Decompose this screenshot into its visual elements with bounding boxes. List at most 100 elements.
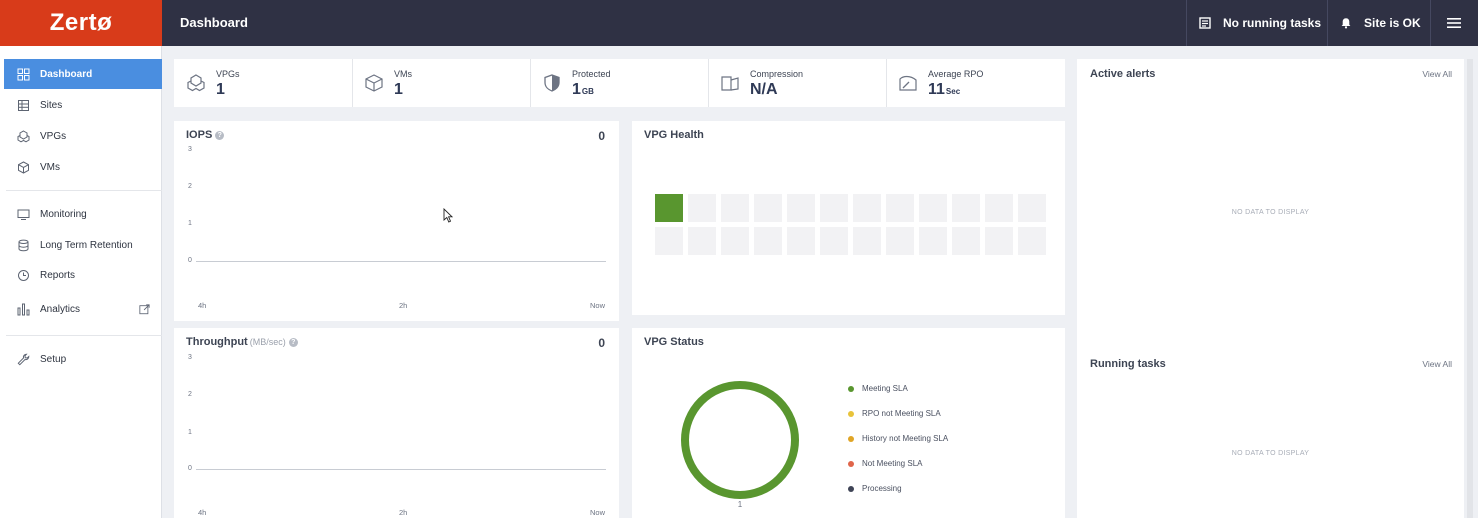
legend-item[interactable]: RPO not Meeting SLA: [848, 409, 941, 418]
compression-icon: [721, 76, 739, 91]
x-tick: Now: [590, 508, 606, 517]
vpg-health-cell-empty: [820, 227, 848, 255]
throughput-value: 0: [598, 336, 605, 350]
stat-protected[interactable]: Protected 1GB: [530, 59, 708, 107]
vpg-status-donut[interactable]: 1: [672, 372, 806, 512]
sidebar-item-reports[interactable]: Reports: [0, 260, 162, 290]
throughput-card: Throughput (MB/sec)? 0 3 2 1 0 4h 2h Now: [174, 328, 619, 518]
clock-icon: [18, 269, 29, 281]
vpg-health-cell-empty: [919, 227, 947, 255]
donut-count-label: 1: [738, 500, 743, 509]
help-icon[interactable]: ?: [288, 338, 298, 347]
vpgs-icon: [17, 129, 30, 142]
vpg-health-cell-empty: [754, 194, 782, 222]
vpg-health-cell-empty: [721, 194, 749, 222]
dashboard-icon: [17, 68, 30, 80]
donut-slice-meeting-sla[interactable]: [681, 381, 799, 499]
database-icon: [18, 239, 29, 251]
main-menu-button[interactable]: [1430, 0, 1478, 46]
legend-dot: [848, 410, 854, 417]
vpg-health-cell-empty: [853, 227, 881, 255]
y-tick: 3: [188, 354, 192, 361]
stat-value: 1: [394, 81, 403, 98]
vpg-health-cell-empty: [886, 194, 914, 222]
chart-baseline: [196, 469, 606, 470]
card-title: IOPS?: [186, 129, 225, 141]
x-tick: 2h: [399, 508, 408, 517]
stat-compression[interactable]: Compression N/A: [708, 59, 886, 107]
sidebar-item-label: Dashboard: [40, 68, 93, 80]
y-tick: 2: [188, 391, 192, 398]
chart-baseline: [196, 261, 606, 262]
sidebar-item-sites[interactable]: Sites: [0, 90, 162, 120]
iops-card: IOPS? 0 3 2 1 0 4h 2h Now: [174, 121, 619, 321]
sidebar-item-label: Setup: [40, 353, 67, 365]
tasks-icon: [1199, 17, 1211, 29]
card-title: Throughput (MB/sec)?: [186, 336, 298, 348]
vm-cube-icon: [365, 74, 383, 92]
external-link-icon[interactable]: [139, 303, 150, 315]
vpg-health-cell-empty: [985, 194, 1013, 222]
sidebar-item-analytics[interactable]: Analytics: [0, 294, 162, 324]
no-data-message: NO DATA TO DISPLAY: [1231, 450, 1310, 457]
legend-label: Not Meeting SLA: [862, 459, 923, 468]
vpg-health-cell-empty: [688, 227, 716, 255]
sidebar-item-label: Monitoring: [40, 208, 87, 220]
sidebar-item-monitoring[interactable]: Monitoring: [0, 199, 162, 229]
vpg-health-cell-empty: [820, 194, 848, 222]
hamburger-menu-icon: [1447, 18, 1461, 28]
active-alerts-card: Active alerts View All NO DATA TO DISPLA…: [1077, 59, 1464, 349]
stat-vms[interactable]: VMs 1: [352, 59, 530, 107]
zerto-logo[interactable]: Zertø: [0, 0, 162, 46]
legend-dot: [848, 385, 854, 392]
view-all-alerts-link[interactable]: View All: [1422, 69, 1452, 79]
sidebar-item-vms[interactable]: VMs: [0, 152, 162, 182]
vpg-health-cell-empty: [688, 194, 716, 222]
sidebar-item-label: Long Term Retention: [40, 239, 133, 251]
legend-item[interactable]: Meeting SLA: [848, 384, 908, 393]
sidebar-item-long-term-retention[interactable]: Long Term Retention: [0, 230, 162, 260]
sidebar-divider: [6, 190, 162, 191]
sidebar-item-dashboard[interactable]: Dashboard: [4, 59, 162, 89]
stat-value: 1: [216, 81, 225, 98]
y-tick: 0: [188, 257, 192, 264]
legend-dot: [848, 485, 854, 492]
sidebar-item-vpgs[interactable]: VPGs: [0, 121, 162, 151]
stat-value: 1GB: [572, 81, 594, 98]
legend-item[interactable]: Processing: [848, 484, 902, 493]
stat-divider: [530, 59, 531, 107]
vpg-health-cell-empty: [787, 227, 815, 255]
vpg-health-cell-empty: [886, 227, 914, 255]
sidebar-item-label: Reports: [40, 269, 76, 281]
card-title: Running tasks: [1090, 358, 1166, 370]
x-tick: Now: [590, 301, 606, 310]
legend-item[interactable]: Not Meeting SLA: [848, 459, 922, 468]
y-tick: 0: [188, 465, 192, 472]
legend-dot: [848, 460, 854, 467]
view-all-tasks-link[interactable]: View All: [1422, 359, 1452, 369]
stat-vpgs[interactable]: VPGs 1: [174, 59, 352, 107]
bar-chart-icon: [17, 303, 30, 315]
y-tick: 3: [188, 146, 192, 153]
running-tasks-button[interactable]: No running tasks: [1186, 0, 1327, 46]
stat-value: 11Sec: [928, 81, 961, 98]
legend-item[interactable]: History not Meeting SLA: [848, 434, 948, 443]
sidebar-item-setup[interactable]: Setup: [0, 344, 162, 374]
legend-label: Processing: [862, 484, 902, 493]
no-data-message: NO DATA TO DISPLAY: [1231, 209, 1310, 216]
wrench-icon: [17, 353, 30, 365]
stat-average-rpo[interactable]: Average RPO 11Sec: [886, 59, 1065, 107]
scrollbar[interactable]: [1467, 59, 1473, 518]
sidebar-divider: [6, 335, 162, 336]
stat-divider: [708, 59, 709, 107]
running-tasks-card: Running tasks View All NO DATA TO DISPLA…: [1077, 349, 1464, 518]
stat-divider: [352, 59, 353, 107]
vpg-health-cell-empty: [754, 227, 782, 255]
x-tick: 4h: [198, 301, 207, 310]
help-icon[interactable]: ?: [215, 131, 225, 140]
site-status-button[interactable]: Site is OK: [1327, 0, 1430, 46]
vpg-health-cell-empty: [1018, 194, 1046, 222]
legend-dot: [848, 435, 854, 442]
vpg-health-cell-filled[interactable]: [655, 194, 683, 222]
vpgs-icon: [187, 74, 205, 92]
